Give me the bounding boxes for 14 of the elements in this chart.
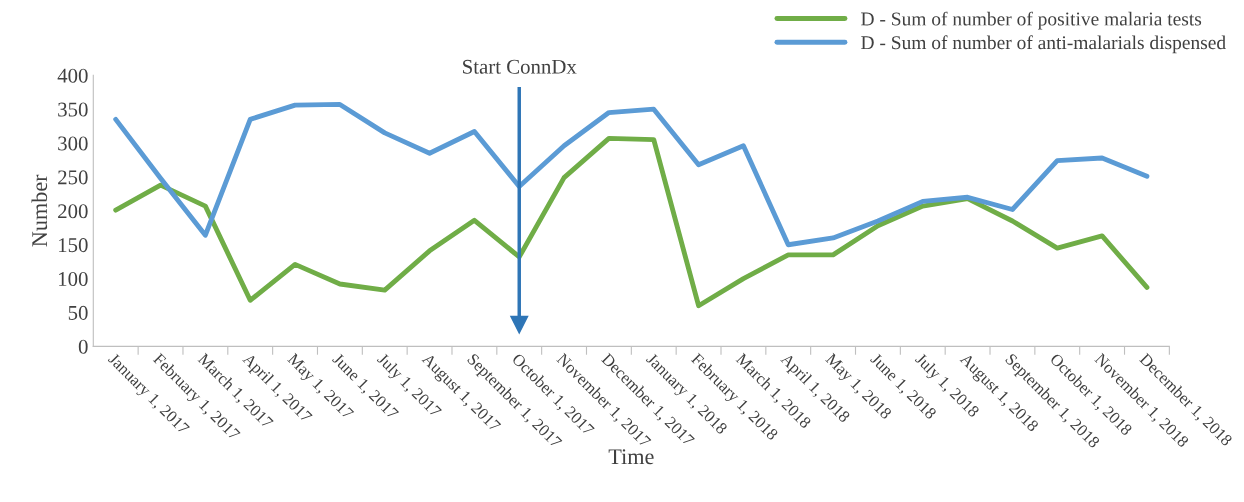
y-tick-label: 300 [58,136,88,151]
y-tick-label: 100 [59,271,88,287]
ref-line-label: Start ConnDx [463,59,577,74]
y-tick-label: 350 [58,102,88,117]
legend-label: D - Sum of number of anti-malarials dispensed [861,35,1226,54]
legend-label: D - Sum of number of positive malaria tests [861,11,1202,30]
y-tick-label: 400 [57,68,88,83]
y-tick-label: 200 [58,204,88,219]
y-tick-label: 50 [68,305,88,320]
y-tick-label: 250 [58,170,88,185]
y-tick-label: 0 [78,339,88,354]
x-axis-title: Time [608,449,654,465]
y-tick-label: 150 [59,238,88,253]
y-axis-title: Number [31,174,48,247]
